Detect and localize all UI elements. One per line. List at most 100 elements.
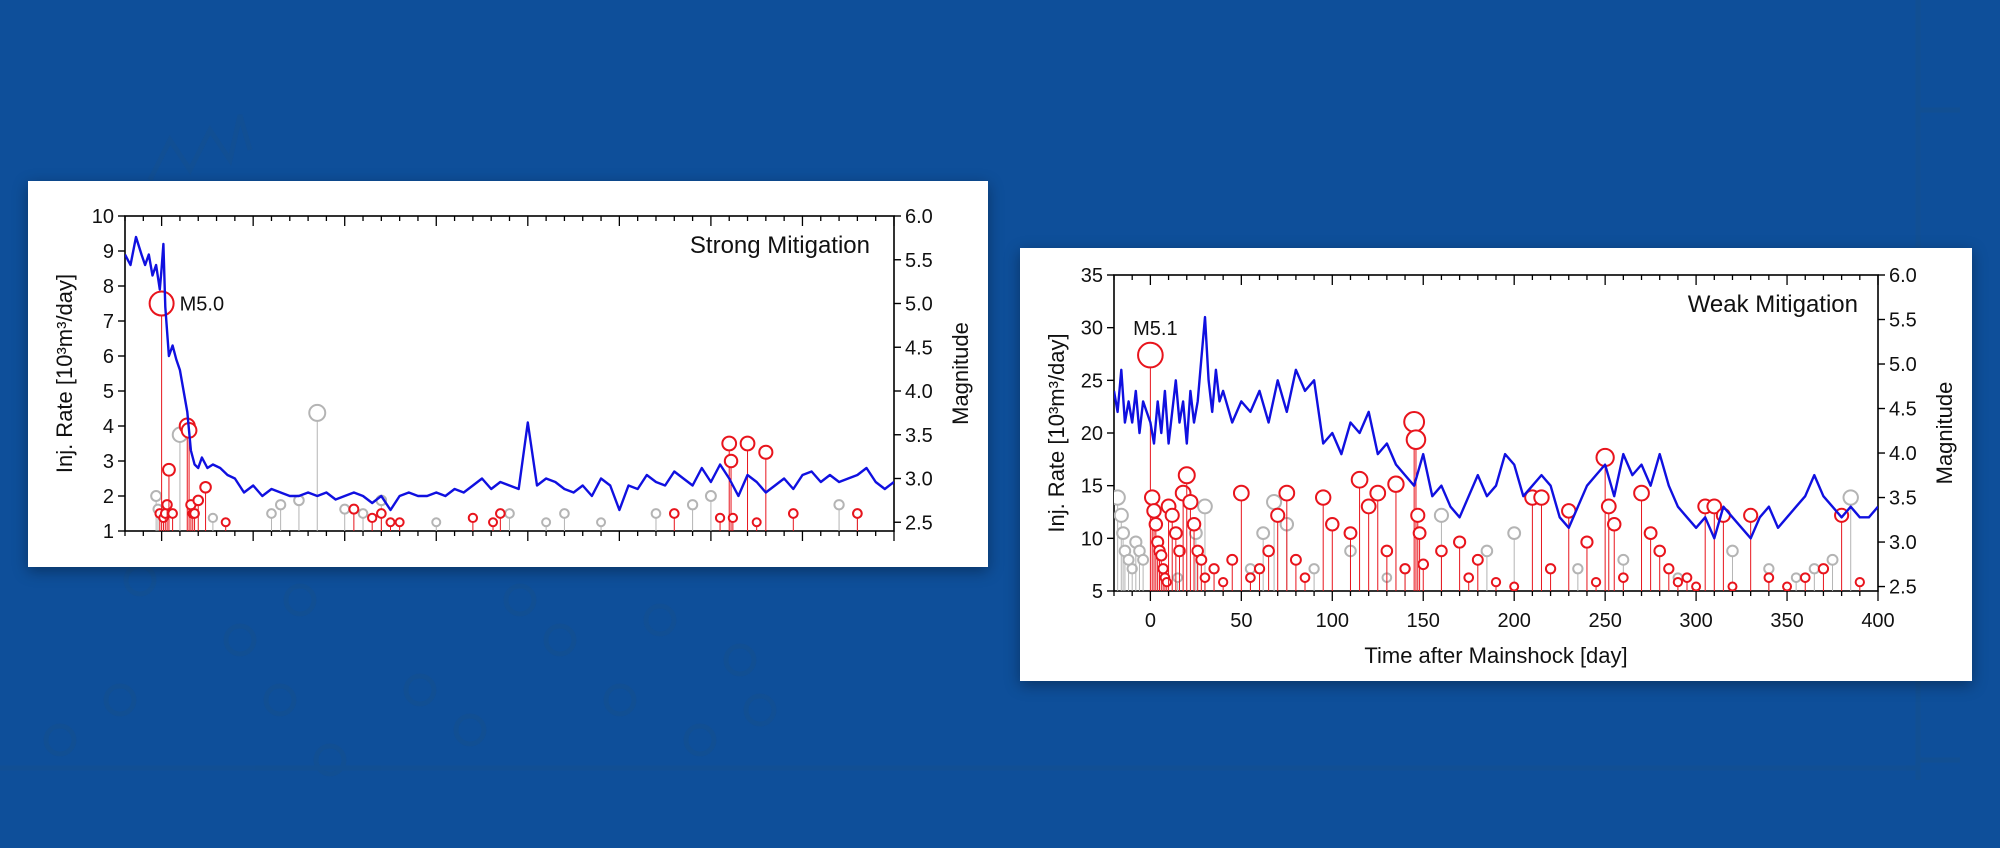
triggered-event-marker <box>167 508 178 519</box>
other-event-marker <box>596 517 607 528</box>
triggered-event-marker <box>189 508 200 519</box>
triggered-event-marker <box>1369 484 1387 502</box>
y-tick-label: 5 <box>103 381 114 403</box>
triggered-event-marker <box>1173 544 1186 558</box>
triggered-event-marker <box>1606 516 1622 532</box>
triggered-event-marker <box>1653 544 1666 558</box>
other-event-marker <box>1433 507 1449 523</box>
other-event-marker <box>150 490 163 502</box>
weak-mitigation-panel: 5 10 15 20 25 30 35 2.5 3.0 3.5 4.0 4.5 5.0 5.5 6.0 0 50… <box>1020 248 1972 681</box>
y-tick-label: 35 <box>1081 265 1103 287</box>
triggered-event-marker <box>1164 507 1180 523</box>
triggered-event-marker <box>1137 341 1164 369</box>
x-tick-label: 150 <box>1407 610 1440 632</box>
triggered-event-marker <box>1412 526 1427 541</box>
y2-tick-label: 4.0 <box>1889 443 1917 465</box>
triggered-event-marker <box>1727 581 1738 591</box>
triggered-event-marker <box>1463 572 1475 583</box>
x-tick-label: 250 <box>1588 610 1621 632</box>
triggered-event-marker <box>1763 572 1775 583</box>
triggered-event-marker <box>751 517 762 528</box>
y2-tick-label: 5.0 <box>1889 354 1917 376</box>
triggered-event-marker <box>385 517 396 528</box>
triggered-event-marker <box>714 512 726 524</box>
triggered-event-marker <box>1155 549 1168 562</box>
triggered-event-marker <box>1270 507 1286 523</box>
y-tick-label: 8 <box>103 276 114 298</box>
plot-area <box>1114 315 1878 591</box>
other-event-marker <box>1572 563 1584 575</box>
triggered-event-marker <box>1289 553 1302 566</box>
triggered-event-marker <box>1182 493 1199 511</box>
other-event-marker <box>686 499 699 511</box>
other-event-marker <box>559 508 570 519</box>
mainshock-label: M5.1 <box>1133 318 1177 340</box>
triggered-event-marker <box>1663 563 1675 575</box>
triggered-event-marker <box>1168 526 1183 541</box>
mainshock-label: M5.0 <box>180 294 224 316</box>
triggered-event-marker <box>1643 526 1658 541</box>
y-tick-label: 2 <box>103 486 114 508</box>
other-event-marker <box>266 508 277 519</box>
triggered-event-marker <box>192 494 205 507</box>
x-tick-label: 200 <box>1498 610 1531 632</box>
triggered-event-marker <box>727 512 739 524</box>
triggered-event-marker <box>1453 535 1467 549</box>
other-event-marker <box>1172 572 1183 583</box>
triggered-event-marker <box>1706 498 1723 515</box>
other-event-marker <box>274 499 287 511</box>
y2-tick-label: 4.0 <box>905 381 933 403</box>
triggered-event-marker <box>1262 544 1275 558</box>
triggered-event-marker <box>1253 563 1266 575</box>
y-tick-label: 25 <box>1081 370 1103 392</box>
other-event-marker <box>650 508 662 519</box>
y2-tick-label: 2.5 <box>905 512 933 534</box>
other-event-marker <box>1137 553 1150 566</box>
x-tick-label: 400 <box>1861 610 1894 632</box>
triggered-event-marker <box>1161 576 1172 588</box>
triggered-event-marker <box>1343 526 1358 541</box>
triggered-event-marker <box>1533 489 1550 506</box>
y2-tick-label: 3.0 <box>1889 532 1917 554</box>
triggered-event-marker <box>1854 576 1865 588</box>
y-axis-label: Inj. Rate [10³m³/day] <box>1044 333 1069 532</box>
x-axis-label: Time after Mainshock [day] <box>1364 643 1627 668</box>
y-tick-label: 20 <box>1081 423 1103 445</box>
y2-tick-label: 4.5 <box>1889 399 1917 421</box>
triggered-event-marker <box>495 508 506 519</box>
triggered-event-marker <box>1217 576 1229 588</box>
other-event-marker <box>339 503 351 515</box>
other-event-marker <box>1726 544 1739 558</box>
other-event-marker <box>1790 572 1802 583</box>
y2-tick-label: 5.0 <box>905 294 933 316</box>
other-event-marker <box>1126 563 1138 575</box>
other-event-marker <box>541 517 552 528</box>
triggered-event-marker <box>1380 544 1394 558</box>
triggered-event-marker <box>1544 563 1557 575</box>
triggered-event-marker <box>199 480 212 494</box>
triggered-event-marker <box>1245 572 1256 583</box>
triggered-event-marker <box>1410 507 1426 523</box>
triggered-event-marker <box>1350 470 1369 489</box>
other-event-marker <box>357 508 369 519</box>
triggered-event-marker <box>467 512 479 524</box>
other-event-marker <box>1256 526 1271 541</box>
triggered-event-marker <box>1186 516 1202 532</box>
y-tick-label: 5 <box>1092 581 1103 603</box>
other-event-marker <box>1763 563 1775 575</box>
triggered-event-marker <box>162 462 176 477</box>
x-tick-label: 100 <box>1316 610 1349 632</box>
y-tick-label: 1 <box>103 521 114 543</box>
y-tick-label: 9 <box>103 241 114 263</box>
triggered-event-marker <box>852 508 863 519</box>
y-tick-label: 6 <box>103 346 114 368</box>
y2-tick-label: 3.0 <box>905 469 933 491</box>
triggered-event-marker <box>1208 563 1220 575</box>
triggered-event-marker <box>1417 558 1430 571</box>
chart-title: Strong Mitigation <box>690 232 870 259</box>
triggered-event-marker <box>1691 581 1702 591</box>
weak-mitigation-chart: 5 10 15 20 25 30 35 2.5 3.0 3.5 4.0 4.5 5.0 5.5 6.0 0 50… <box>1044 265 1957 668</box>
triggered-event-marker <box>1199 572 1211 583</box>
y-tick-label: 3 <box>103 451 114 473</box>
triggered-event-marker <box>1403 410 1426 433</box>
